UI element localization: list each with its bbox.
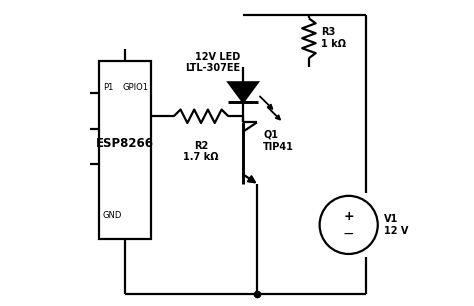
Text: V1
12 V: V1 12 V [384,214,408,236]
Text: ESP8266: ESP8266 [96,137,155,150]
Text: R3
1 kΩ: R3 1 kΩ [321,28,346,49]
Text: GND: GND [103,211,122,220]
Polygon shape [228,82,258,102]
Text: Q1
TIP41: Q1 TIP41 [263,130,294,151]
Text: +: + [343,210,354,223]
Circle shape [319,196,378,254]
Text: 12V LED
LTL-307EE: 12V LED LTL-307EE [185,51,240,73]
Text: R2
1.7 kΩ: R2 1.7 kΩ [183,141,219,162]
FancyBboxPatch shape [99,61,151,239]
Text: P1: P1 [103,83,113,91]
Text: −: − [343,227,355,241]
Text: GPIO1: GPIO1 [122,83,148,91]
